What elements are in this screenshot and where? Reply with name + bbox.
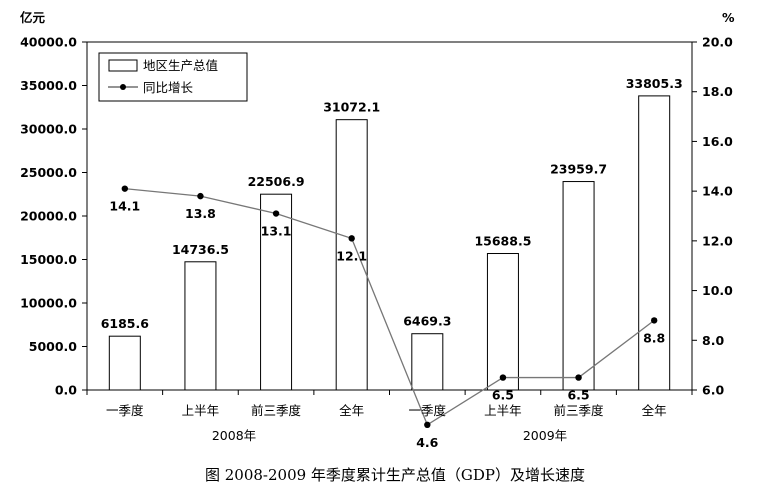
legend-bar-label: 地区生产总值 <box>143 58 218 73</box>
growth-value-label: 4.6 <box>416 435 438 450</box>
gdp-bar-value-label: 15688.5 <box>474 234 531 249</box>
right-tick-label: 8.0 <box>702 333 724 348</box>
right-tick-label: 6.0 <box>702 383 724 398</box>
legend: 地区生产总值 同比增长 <box>98 52 248 102</box>
gdp-bar <box>335 119 368 391</box>
right-tick-label: 16.0 <box>702 134 733 149</box>
gdp-bar <box>411 333 444 391</box>
growth-point <box>348 235 355 242</box>
gdp-bar-value-label: 23959.7 <box>550 162 607 177</box>
growth-value-label: 6.5 <box>492 388 514 403</box>
growth-value-label: 13.8 <box>185 206 216 221</box>
legend-bar-swatch <box>108 59 138 72</box>
group-label-2008: 2008年 <box>212 428 256 443</box>
growth-value-label: 12.1 <box>336 248 367 263</box>
left-axis-unit: 亿元 <box>20 10 46 25</box>
gdp-bar-value-label: 6469.3 <box>403 314 451 329</box>
growth-line <box>124 188 655 426</box>
right-tick-label: 12.0 <box>702 233 733 248</box>
legend-line-label: 同比增长 <box>143 80 194 95</box>
gdp-bar-value-label: 31072.1 <box>323 100 380 115</box>
left-tick-label: 40000.0 <box>20 35 77 50</box>
category-label: 上半年 <box>484 403 522 418</box>
left-tick-label: 30000.0 <box>20 122 77 137</box>
category-label: 一季度 <box>409 403 447 418</box>
right-axis-unit: % <box>722 10 735 25</box>
gdp-bar <box>260 193 293 391</box>
gdp-bar-value-label: 22506.9 <box>248 174 305 189</box>
growth-point <box>424 421 431 428</box>
right-tick-label: 20.0 <box>702 35 733 50</box>
growth-point <box>575 374 582 381</box>
left-tick-label: 25000.0 <box>20 165 77 180</box>
category-label: 一季度 <box>106 403 144 418</box>
gdp-bar <box>184 261 217 391</box>
left-tick-label: 35000.0 <box>20 78 77 93</box>
gdp-bar-value-label: 33805.3 <box>626 76 683 91</box>
chart-title: 图 2008-2009 年季度累计生产总值（GDP）及增长速度 <box>205 466 585 484</box>
gdp-bar <box>562 181 595 391</box>
right-tick-label: 14.0 <box>702 184 733 199</box>
growth-value-label: 6.5 <box>567 388 589 403</box>
gdp-bar-value-label: 14736.5 <box>172 242 229 257</box>
growth-value-label: 13.1 <box>261 224 292 239</box>
legend-line-marker <box>120 84 126 90</box>
growth-point <box>197 192 204 200</box>
category-label: 前三季度 <box>554 403 605 418</box>
right-tick-label: 10.0 <box>702 283 733 298</box>
left-tick-label: 5000.0 <box>29 339 78 354</box>
gdp-bar <box>486 253 519 391</box>
gdp-bar <box>638 95 671 391</box>
growth-point <box>499 374 507 381</box>
category-label: 全年 <box>642 403 667 418</box>
gdp-bar <box>108 335 141 391</box>
growth-point <box>121 185 129 192</box>
growth-point <box>272 210 280 217</box>
left-tick-label: 10000.0 <box>20 296 77 311</box>
category-label: 前三季度 <box>251 403 302 418</box>
right-tick-label: 18.0 <box>702 84 733 99</box>
growth-value-label: 14.1 <box>109 199 140 214</box>
left-tick-label: 15000.0 <box>20 252 77 267</box>
category-label: 上半年 <box>182 403 220 418</box>
growth-point <box>650 317 658 324</box>
left-tick-label: 20000.0 <box>20 209 77 224</box>
group-label-2009: 2009年 <box>523 428 567 443</box>
growth-value-label: 8.8 <box>643 330 665 345</box>
left-tick-label: 0.0 <box>55 383 77 398</box>
gdp-bar-value-label: 6185.6 <box>101 316 150 331</box>
category-label: 全年 <box>339 403 364 418</box>
